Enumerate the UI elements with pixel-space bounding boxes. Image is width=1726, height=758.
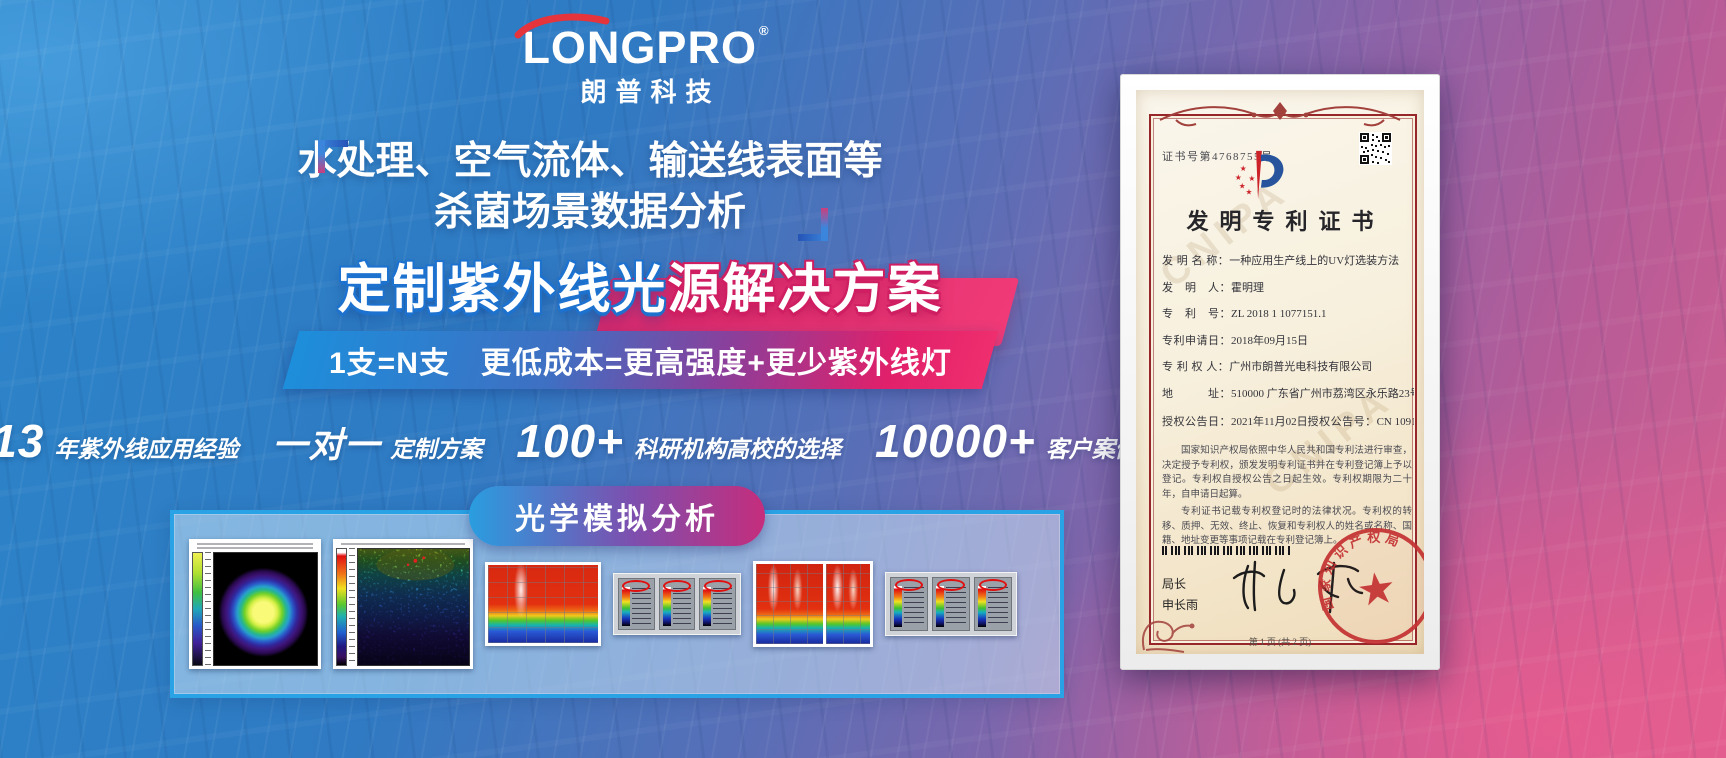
colorbar-ticks bbox=[205, 552, 211, 666]
heatmap-surface bbox=[488, 565, 598, 643]
certificate-body-text: 国家知识产权局依照中华人民共和国专利法进行审查，决定授予专利权，颁发发明专利证书… bbox=[1162, 446, 1412, 546]
intensity-colorbar-panel-2 bbox=[885, 572, 1017, 636]
stat-value: 13 bbox=[0, 415, 45, 467]
logo-wordmark: LONGPRO ® bbox=[514, 13, 770, 73]
barcode bbox=[1162, 546, 1290, 555]
director-name: 申长雨 bbox=[1162, 598, 1199, 612]
official-seal: 国家知识产权局 ★ bbox=[1309, 525, 1424, 644]
chart-microtext bbox=[197, 543, 313, 545]
highlight-ellipse-icon bbox=[937, 579, 965, 591]
heatmap-surface bbox=[825, 564, 870, 644]
registered-mark: ® bbox=[758, 23, 770, 38]
stat-one-on-one: 一对一 定制方案 bbox=[272, 417, 482, 468]
stat-value: 100+ bbox=[516, 415, 625, 467]
stat-label: 年紫外线应用经验 bbox=[54, 436, 239, 462]
irradiance-map-scatter bbox=[333, 539, 473, 669]
solution-banner: 定制紫外线光源解决方案 1支=N支 更低成本=更高强度+更少紫外线灯 bbox=[240, 258, 1040, 389]
qr-code bbox=[1359, 132, 1392, 165]
ornament-top-icon bbox=[1159, 102, 1401, 127]
logo-swoosh-icon bbox=[514, 13, 610, 39]
seal-star-icon: ★ bbox=[1354, 562, 1400, 616]
simulation-image-row bbox=[174, 514, 1060, 694]
irradiance-plot bbox=[213, 552, 318, 666]
banner-subtitle: 1支=N支 更低成本=更高强度+更少紫外线灯 bbox=[328, 346, 952, 380]
highlight-ellipse-icon bbox=[703, 580, 732, 592]
certificate-fields: 发 明 名 称：一种应用生产线上的UV灯选装方法 发 明 人：霍明理 专 利 号… bbox=[1162, 255, 1414, 428]
logo-subtitle: 朗普科技 bbox=[580, 77, 721, 108]
stat-experience: 13 年紫外线应用经验 bbox=[0, 414, 238, 468]
scale-unit bbox=[932, 577, 970, 631]
scale-unit bbox=[618, 578, 655, 630]
chart-microtext bbox=[341, 543, 465, 545]
cnipa-logo-icon: ★★★ ★★ bbox=[1235, 150, 1284, 200]
corner-bracket-top-left-icon bbox=[318, 140, 348, 173]
scale-unit bbox=[658, 578, 696, 630]
colorbar-ticks bbox=[349, 548, 355, 666]
scale-unit bbox=[974, 577, 1012, 631]
svg-text:★: ★ bbox=[1246, 187, 1253, 196]
svg-text:★: ★ bbox=[1239, 182, 1246, 191]
certificate-title: 发明专利证书 bbox=[1186, 209, 1385, 234]
patent-certificate: CNIPA CNIPA 证书号第4768755号 ★ ★ ★ ★ ★ bbox=[1120, 74, 1440, 670]
highlight-ellipse-icon bbox=[979, 579, 1007, 591]
scale-unit bbox=[699, 578, 737, 630]
director-label: 局长 bbox=[1162, 577, 1187, 591]
corner-flourish-icon bbox=[1142, 620, 1195, 653]
scale-unit bbox=[890, 577, 928, 631]
director-block: 局长 申长雨 bbox=[1162, 574, 1198, 616]
stat-value: 10000+ bbox=[875, 415, 1036, 467]
banner-subtitle-bar: 1支=N支 更低成本=更高强度+更少紫外线灯 bbox=[282, 330, 998, 389]
stat-label: 定制方案 bbox=[390, 436, 483, 462]
stat-label: 科研机构高校的选择 bbox=[634, 436, 842, 462]
heatmap-surface bbox=[756, 564, 823, 644]
optical-simulation-box: 光学模拟分析 bbox=[170, 486, 1064, 698]
stat-institutions: 100+ 科研机构高校的选择 bbox=[516, 414, 841, 468]
colorbar bbox=[336, 548, 347, 666]
svg-text:★: ★ bbox=[1248, 174, 1255, 183]
stats-row: 13 年紫外线应用经验 一对一 定制方案 100+ 科研机构高校的选择 1000… bbox=[0, 414, 1184, 468]
page-footer: 第 1 页 (共 2 页) bbox=[1248, 637, 1312, 647]
longpro-logo: LONGPRO ® 朗普科技 bbox=[514, 13, 774, 109]
highlight-ellipse-icon bbox=[895, 579, 923, 591]
logo-text: LONGPRO bbox=[522, 22, 757, 73]
highlight-ellipse-icon bbox=[663, 580, 691, 592]
uv-heatmap-wide bbox=[753, 561, 873, 647]
uv-heatmap-u bbox=[485, 562, 601, 646]
chart-microtext bbox=[197, 547, 313, 549]
scatter-plot bbox=[357, 548, 470, 666]
headline-line1: 水处理、空气流体、输送线表面等 bbox=[297, 140, 883, 183]
colorbar bbox=[192, 552, 203, 666]
corner-bracket-bottom-right-icon bbox=[798, 207, 828, 241]
highlight-ellipse-icon bbox=[622, 580, 651, 592]
intensity-colorbar-panel bbox=[613, 573, 741, 635]
svg-text:★: ★ bbox=[1240, 164, 1247, 173]
svg-text:★: ★ bbox=[1235, 173, 1242, 182]
headline: 水处理、空气流体、输送线表面等 杀菌场景数据分析 bbox=[140, 136, 1040, 241]
headline-line2: 杀菌场景数据分析 bbox=[433, 191, 746, 235]
certificate-number: 证书号第4768755号 bbox=[1162, 151, 1274, 163]
irradiance-map-round bbox=[189, 539, 321, 669]
simulation-badge: 光学模拟分析 bbox=[469, 486, 765, 546]
stat-value: 一对一 bbox=[272, 426, 381, 465]
certificate-paper: CNIPA CNIPA 证书号第4768755号 ★ ★ ★ ★ ★ bbox=[1136, 90, 1424, 654]
banner-title: 定制紫外线光源解决方案 bbox=[337, 260, 943, 319]
